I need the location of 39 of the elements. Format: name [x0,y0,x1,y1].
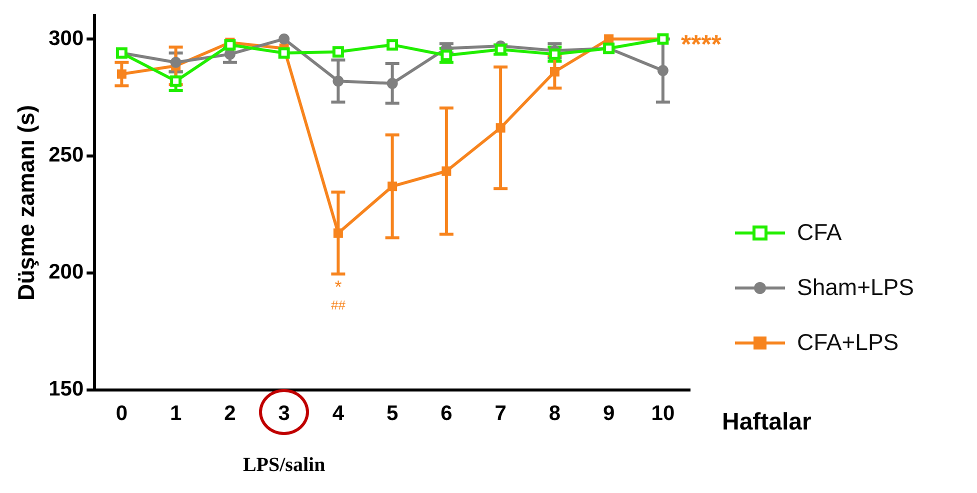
point [333,228,343,238]
point [496,123,506,133]
point [388,182,398,192]
x-tick-label: 2 [224,402,236,426]
point [116,69,126,79]
y-axis-title: Düşme zamanı (s) [13,104,40,300]
legend-label: CFA+LPS [797,329,899,356]
point [604,34,614,44]
x-tick-label: 8 [548,402,561,426]
point [278,47,290,59]
y-tick-label: 300 [48,26,84,50]
legend-label: CFA [797,219,842,246]
x-tick-label: 5 [386,402,398,426]
x-tick-label: 7 [494,402,506,426]
point [224,39,236,51]
x-tick-label: 10 [651,402,675,426]
point [278,33,290,44]
point [332,76,344,87]
point [550,66,560,76]
x-tick-label: 0 [116,402,128,426]
point [657,65,668,76]
x-tick-label: 4 [332,402,344,426]
y-tick-label: 250 [48,144,84,167]
point [442,166,452,176]
point [386,78,398,89]
point [386,39,398,51]
legend-label: Sham+LPS [797,274,914,301]
x-tick-label: 9 [602,402,615,426]
annotation: **** [680,28,722,59]
x-tick-label: 1 [170,402,182,426]
x-tick-label: 6 [440,402,452,426]
annotation: ## [330,297,346,312]
x-tick-label: 3 [278,402,290,426]
y-tick-label: 150 [48,378,84,401]
y-tick-label: 200 [48,260,84,284]
x-axis-title: Haftalar [722,408,812,436]
point [332,46,344,58]
text: LPS/salin [242,454,326,476]
annotation: * [334,276,342,297]
